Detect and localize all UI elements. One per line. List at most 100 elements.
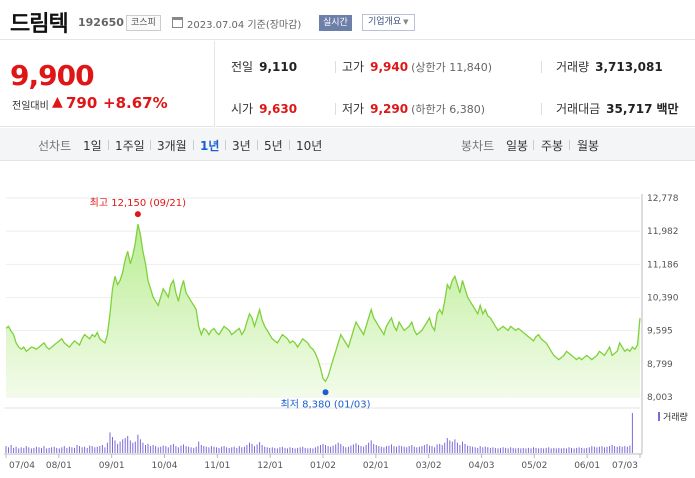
volume-bar bbox=[74, 447, 75, 453]
price-panel: 9,900 전일대비 ▲ 790 +8.67% bbox=[0, 41, 215, 127]
high-marker bbox=[134, 211, 141, 218]
company-overview-dropdown[interactable]: 기업개요 ▼ bbox=[362, 14, 415, 31]
volume-bar bbox=[484, 446, 486, 453]
volume-bar bbox=[406, 447, 408, 453]
volume-bar bbox=[91, 446, 93, 453]
volume-bar bbox=[568, 447, 570, 453]
volume-bar bbox=[355, 443, 357, 453]
volume-bar bbox=[302, 446, 304, 453]
volume-bar bbox=[162, 445, 164, 453]
chevron-down-icon: ▼ bbox=[403, 18, 409, 26]
volume-bar bbox=[177, 447, 179, 453]
volume-bar bbox=[352, 444, 354, 453]
volume-bar bbox=[614, 446, 616, 453]
volume-bar bbox=[84, 446, 86, 453]
x-axis: 07/04 08/01 09/01 10/04 11/01 12/01 01/02 02/01… bbox=[5, 454, 641, 471]
volume-bar bbox=[56, 447, 58, 453]
volume-bar bbox=[99, 446, 101, 453]
volume-bar bbox=[413, 446, 415, 453]
stat-amount-unit: 백만 bbox=[656, 102, 679, 116]
volume-bar bbox=[601, 446, 603, 453]
low-annotation: 최저 8,380 (01/03) bbox=[281, 398, 371, 410]
period-3m[interactable]: 3개월 bbox=[157, 139, 187, 153]
volume-bar bbox=[451, 441, 453, 453]
volume-bar bbox=[358, 445, 359, 453]
volume-bar bbox=[449, 440, 451, 453]
stat-low-value: 9,290 bbox=[370, 102, 409, 116]
stat-volume: 거래량 3,713,081 bbox=[556, 58, 663, 75]
y-tick-label: 8,799 bbox=[647, 360, 673, 370]
period-3y[interactable]: 3년 bbox=[232, 139, 251, 153]
volume-bar bbox=[210, 446, 212, 453]
volume-bar bbox=[469, 446, 471, 453]
period-5y[interactable]: 5년 bbox=[264, 139, 283, 153]
candle-daily[interactable]: 일봉 bbox=[506, 139, 529, 153]
period-10y[interactable]: 10년 bbox=[296, 139, 323, 153]
volume-bar bbox=[515, 448, 517, 453]
volume-bar bbox=[462, 441, 463, 453]
volume-bar bbox=[155, 446, 157, 453]
volume-bar bbox=[429, 445, 430, 453]
volume-bar bbox=[611, 445, 613, 453]
stock-code: 192650 bbox=[78, 16, 124, 29]
price-line bbox=[5, 224, 641, 383]
volume-bar bbox=[609, 446, 611, 453]
volume-bar bbox=[368, 442, 370, 453]
volume-bar bbox=[281, 446, 283, 453]
volume-bar bbox=[566, 448, 567, 453]
stat-upper-limit: (상한가 11,840) bbox=[411, 61, 492, 74]
divider bbox=[193, 140, 194, 150]
volume-bar bbox=[576, 447, 578, 453]
stat-amount-label: 거래대금 bbox=[556, 102, 601, 116]
volume-bar bbox=[243, 446, 245, 453]
realtime-button[interactable]: 실시간 bbox=[319, 15, 352, 31]
volume-bar bbox=[530, 448, 532, 453]
volume-bar bbox=[571, 447, 572, 453]
volume-bar bbox=[190, 447, 192, 453]
volume-bar bbox=[147, 443, 149, 453]
volume-bar bbox=[251, 443, 253, 453]
x-tick-label: 03/02 bbox=[416, 461, 442, 471]
volume-bar bbox=[583, 448, 585, 453]
x-tick-label: 08/01 bbox=[46, 461, 72, 471]
volume-bar bbox=[114, 440, 116, 453]
volume-bar bbox=[150, 446, 152, 453]
period-1y[interactable]: 1년 bbox=[200, 139, 220, 153]
stat-volume-value: 3,713,081 bbox=[595, 60, 663, 74]
stat-low: 저가 9,290 (하한가 6,380) bbox=[342, 100, 485, 117]
candle-monthly[interactable]: 월봉 bbox=[577, 139, 600, 153]
volume-bar bbox=[378, 446, 380, 453]
volume-bar bbox=[550, 448, 552, 453]
period-1d[interactable]: 1일 bbox=[83, 139, 102, 153]
stat-prev-close: 전일 9,110 bbox=[231, 58, 297, 75]
volume-bar bbox=[596, 447, 598, 453]
divider bbox=[335, 103, 336, 115]
volume-bar bbox=[416, 447, 418, 453]
candle-weekly[interactable]: 주봉 bbox=[541, 139, 564, 153]
volume-bar bbox=[254, 446, 255, 453]
volume-bar bbox=[203, 446, 205, 453]
divider bbox=[257, 140, 258, 150]
volume-bar bbox=[299, 447, 301, 453]
volume-bar bbox=[347, 446, 349, 453]
volume-bar bbox=[626, 446, 628, 453]
period-1w[interactable]: 1주일 bbox=[115, 139, 145, 153]
stat-prev-label: 전일 bbox=[231, 60, 254, 74]
volume-bar bbox=[175, 446, 177, 453]
divider bbox=[335, 61, 336, 73]
volume-bar bbox=[507, 448, 509, 453]
volume-bar bbox=[46, 448, 48, 453]
volume-bar bbox=[200, 445, 202, 453]
volume-bar bbox=[558, 447, 560, 453]
volume-bar bbox=[616, 446, 618, 453]
volume-bar bbox=[15, 446, 17, 453]
volume-bar bbox=[249, 442, 250, 453]
volume-bar bbox=[221, 446, 223, 453]
price-chart: 12,77811,98211,18610,3909,5958,7998,003 … bbox=[4, 194, 688, 471]
volume-bar bbox=[256, 444, 258, 453]
volume-bar bbox=[398, 445, 400, 453]
volume-bar bbox=[269, 447, 271, 453]
volume-bar bbox=[271, 447, 273, 453]
divider bbox=[225, 140, 226, 150]
volume-bar bbox=[383, 447, 385, 453]
